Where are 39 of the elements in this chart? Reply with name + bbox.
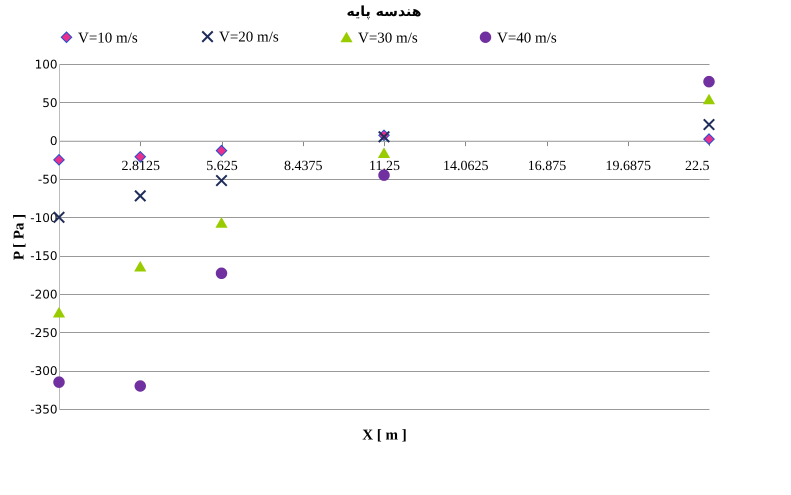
point xyxy=(215,174,228,187)
x-tick-label: 2.8125 xyxy=(122,159,160,174)
legend-label: V=20 m/s xyxy=(219,30,279,46)
x-tick-label: 5.625 xyxy=(206,159,238,174)
y-tick-label: -200 xyxy=(30,288,58,302)
y-tick-label: -150 xyxy=(30,249,58,264)
point xyxy=(703,133,715,145)
y-tick-label: -300 xyxy=(30,364,58,378)
legend-label: V=10 m/s xyxy=(78,30,138,46)
point xyxy=(134,190,146,202)
x-tick-label: 19.6875 xyxy=(606,159,651,174)
point xyxy=(216,268,228,280)
x-tick-label: 16.875 xyxy=(528,159,566,174)
point xyxy=(702,118,716,131)
y-tick-label: 50 xyxy=(42,96,58,110)
x-tick-label: 22.5 xyxy=(685,159,710,174)
point xyxy=(134,380,146,392)
point xyxy=(216,218,228,228)
point xyxy=(703,94,715,104)
point xyxy=(53,154,65,166)
point xyxy=(378,148,390,158)
chart-title: هندسه پایه xyxy=(346,4,422,20)
x-tick-label: 14.0625 xyxy=(443,159,488,174)
legend-label: V=30 m/s xyxy=(358,30,418,46)
y-tick-label: 100 xyxy=(34,58,58,72)
point xyxy=(703,76,715,88)
point xyxy=(53,376,65,388)
point xyxy=(216,144,228,156)
y-tick-label: -350 xyxy=(30,402,58,416)
x-tick-label: 8.4375 xyxy=(284,159,322,174)
point xyxy=(53,307,65,318)
x-tick-label: 11.25 xyxy=(369,159,400,174)
y-tick-label: -250 xyxy=(30,326,58,340)
legend-label: V=40 m/s xyxy=(497,30,557,46)
y-tick-label: 0 xyxy=(50,134,58,148)
point xyxy=(134,261,146,272)
x-axis-title: X [ m ] xyxy=(362,428,407,444)
y-axis-title: P [ Pa ] xyxy=(11,214,28,260)
y-tick-label: -50 xyxy=(38,172,58,186)
